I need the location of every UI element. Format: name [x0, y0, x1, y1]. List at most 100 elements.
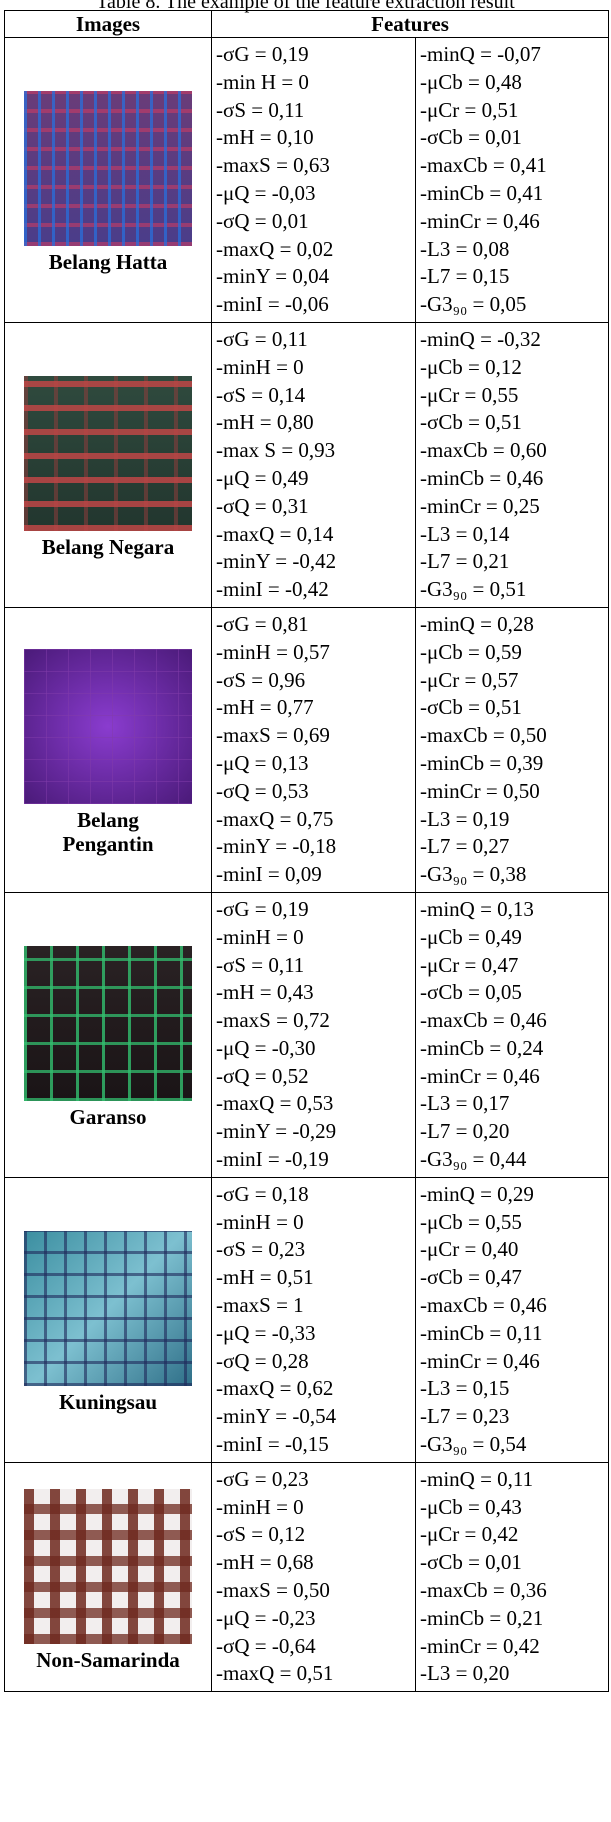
feature-value: -maxS = 0,50 [216, 1577, 415, 1605]
feature-value: -mH = 0,51 [216, 1264, 415, 1292]
feature-value: -minI = 0,09 [216, 861, 415, 889]
table-row: Garanso-σG = 0,19-minH = 0-σS = 0,11-mH … [5, 892, 609, 1177]
feature-value: -minCr = 0,42 [420, 1633, 608, 1661]
feature-value: -maxQ = 0,51 [216, 1660, 415, 1688]
feature-value: -L3 = 0,19 [420, 806, 608, 834]
feature-value: -L7 = 0,23 [420, 1403, 608, 1431]
header-row: Images Features [5, 11, 609, 38]
feature-cell: -minQ = 0,28-μCb = 0,59-μCr = 0,57-σCb =… [416, 607, 609, 892]
fabric-image [24, 1489, 192, 1644]
feature-value: -minCb = 0,11 [420, 1320, 608, 1348]
feature-value: -minQ = 0,29 [420, 1181, 608, 1209]
feature-value: -maxS = 0,72 [216, 1007, 415, 1035]
feature-value: -σG = 0,23 [216, 1466, 415, 1494]
feature-value: -σG = 0,81 [216, 611, 415, 639]
table-row: Belang Negara-σG = 0,11-minH = 0-σS = 0,… [5, 322, 609, 607]
feature-value: -σCb = 0,01 [420, 1549, 608, 1577]
feature-cell: -σG = 0,19-min H = 0-σS = 0,11-mH = 0,10… [212, 38, 416, 323]
feature-value: -σCb = 0,01 [420, 124, 608, 152]
feature-cell: -minQ = -0,32-μCb = 0,12-μCr = 0,55-σCb … [416, 322, 609, 607]
feature-value: -μQ = -0,23 [216, 1605, 415, 1633]
feature-value: -L7 = 0,15 [420, 263, 608, 291]
feature-value: -μQ = -0,03 [216, 180, 415, 208]
feature-value: -σS = 0,11 [216, 97, 415, 125]
feature-value: -σG = 0,11 [216, 326, 415, 354]
fabric-image [24, 91, 192, 246]
feature-value: -maxCb = 0,46 [420, 1292, 608, 1320]
feature-value: -μCb = 0,59 [420, 639, 608, 667]
feature-value: -G3₉₀ = 0,51 [420, 576, 608, 604]
feature-value: -G3₉₀ = 0,38 [420, 861, 608, 889]
feature-cell: -σG = 0,23-minH = 0-σS = 0,12-mH = 0,68-… [212, 1462, 416, 1691]
image-label: Non-Samarinda [33, 1648, 183, 1672]
feature-value: -μCb = 0,12 [420, 354, 608, 382]
feature-value: -maxQ = 0,75 [216, 806, 415, 834]
feature-value: -σS = 0,96 [216, 667, 415, 695]
feature-value: -σS = 0,11 [216, 952, 415, 980]
feature-value: -maxCb = 0,60 [420, 437, 608, 465]
feature-value: -minCr = 0,46 [420, 1348, 608, 1376]
feature-value: -μCr = 0,55 [420, 382, 608, 410]
feature-value: -maxS = 0,63 [216, 152, 415, 180]
table-row: Belang Pengantin -σG = 0,81-minH = 0,57-σ… [5, 607, 609, 892]
feature-value: -minCb = 0,39 [420, 750, 608, 778]
feature-value: -minI = -0,19 [216, 1146, 415, 1174]
feature-value: -minCr = 0,46 [420, 208, 608, 236]
feature-value: -minCb = 0,24 [420, 1035, 608, 1063]
table-row: Belang Hatta -σG = 0,19-min H = 0-σS = 0,… [5, 38, 609, 323]
feature-value: -minH = 0 [216, 924, 415, 952]
image-cell: Garanso [5, 892, 212, 1177]
feature-value: -minCb = 0,21 [420, 1605, 608, 1633]
feature-value: -minH = 0 [216, 1209, 415, 1237]
feature-value: -σQ = 0,01 [216, 208, 415, 236]
feature-value: -L7 = 0,27 [420, 833, 608, 861]
feature-value: -σQ = -0,64 [216, 1633, 415, 1661]
feature-value: -minCr = 0,46 [420, 1063, 608, 1091]
fabric-image [24, 1231, 192, 1386]
feature-value: -minI = -0,42 [216, 576, 415, 604]
feature-value: -min H = 0 [216, 69, 415, 97]
image-label: Belang Pengantin [33, 808, 183, 856]
feature-value: -minI = -0,15 [216, 1431, 415, 1459]
image-cell: Belang Negara [5, 322, 212, 607]
feature-value: -minY = -0,42 [216, 548, 415, 576]
feature-value: -mH = 0,77 [216, 694, 415, 722]
feature-cell: -σG = 0,18-minH = 0-σS = 0,23-mH = 0,51 -… [212, 1177, 416, 1462]
feature-value: -minCb = 0,41 [420, 180, 608, 208]
feature-value: -max S = 0,93 [216, 437, 415, 465]
fabric-image [24, 376, 192, 531]
feature-cell: -minQ = 0,29-μCb = 0,55-μCr = 0,40-σCb =… [416, 1177, 609, 1462]
feature-value: -maxCb = 0,36 [420, 1577, 608, 1605]
feature-value: -μCb = 0,55 [420, 1209, 608, 1237]
image-cell: Non-Samarinda [5, 1462, 212, 1691]
feature-value: -minI = -0,06 [216, 291, 415, 319]
feature-value: -maxQ = 0,14 [216, 521, 415, 549]
feature-value: -G3₉₀ = 0,44 [420, 1146, 608, 1174]
feature-value: -σS = 0,23 [216, 1236, 415, 1264]
fabric-image [24, 946, 192, 1101]
table-body: Belang Hatta -σG = 0,19-min H = 0-σS = 0,… [5, 38, 609, 1692]
feature-value: -σQ = 0,52 [216, 1063, 415, 1091]
feature-value: -minY = -0,54 [216, 1403, 415, 1431]
feature-value: -μCr = 0,47 [420, 952, 608, 980]
feature-value: -σG = 0,18 [216, 1181, 415, 1209]
feature-cell: -σG = 0,81-minH = 0,57-σS = 0,96-mH = 0,… [212, 607, 416, 892]
feature-value: -μCr = 0,40 [420, 1236, 608, 1264]
feature-value: -μQ = -0,30 [216, 1035, 415, 1063]
feature-value: -μCr = 0,42 [420, 1521, 608, 1549]
feature-value: -μCb = 0,43 [420, 1494, 608, 1522]
page: Table 8. The example of the feature extr… [0, 0, 611, 1822]
feature-value: -maxS = 0,69 [216, 722, 415, 750]
table-row: Non-Samarinda -σG = 0,23-minH = 0-σS = 0,… [5, 1462, 609, 1691]
feature-value: -σS = 0,12 [216, 1521, 415, 1549]
feature-value: -minQ = -0,32 [420, 326, 608, 354]
table-row: Kuningsau-σG = 0,18-minH = 0-σS = 0,23-m… [5, 1177, 609, 1462]
image-cell: Kuningsau [5, 1177, 212, 1462]
image-label: Belang Hatta [33, 250, 183, 274]
feature-cell: -minQ = 0,13-μCb = 0,49-μCr = 0,47-σCb =… [416, 892, 609, 1177]
feature-value: -L3 = 0,20 [420, 1660, 608, 1688]
feature-value: -L3 = 0,17 [420, 1090, 608, 1118]
feature-value: -L3 = 0,08 [420, 236, 608, 264]
feature-cell: -minQ = -0,07-μCb = 0,48-μCr = 0,51-σCb … [416, 38, 609, 323]
feature-cell: -σG = 0,11-minH = 0-σS = 0,14-mH = 0,80-… [212, 322, 416, 607]
